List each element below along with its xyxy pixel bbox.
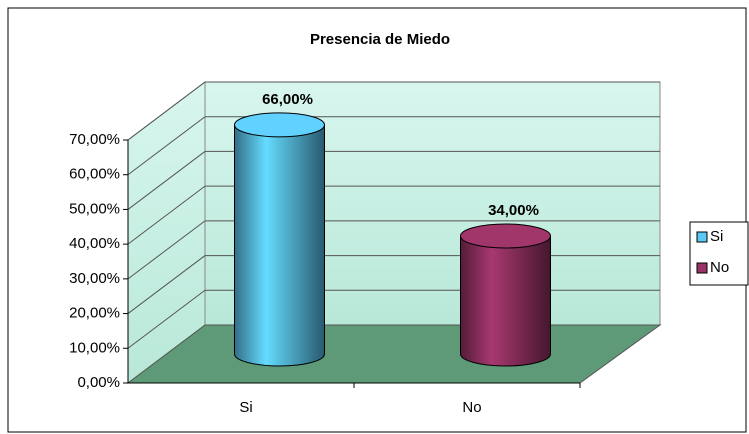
- x-tick-label: No: [462, 399, 481, 416]
- bar: [460, 235, 551, 367]
- bar: [234, 124, 325, 367]
- x-tick-label: Si: [239, 399, 252, 416]
- y-tick-label: 0,00%: [77, 374, 120, 391]
- y-tick-label: 60,00%: [69, 166, 120, 183]
- y-tick-label: 40,00%: [69, 235, 120, 252]
- grid-line: [127, 220, 206, 280]
- grid-line: [127, 116, 206, 176]
- legend-label: Si: [710, 228, 723, 245]
- chart-title: Presencia de Miedo: [310, 31, 450, 48]
- y-tick-label: 20,00%: [69, 305, 120, 322]
- y-tick-label: 10,00%: [69, 339, 120, 356]
- y-tick-label: 50,00%: [69, 200, 120, 217]
- grid-line: [127, 255, 206, 314]
- data-label: 66,00%: [262, 91, 313, 108]
- grid-line: [127, 185, 206, 245]
- grid-line: [127, 81, 206, 141]
- legend-label: No: [710, 259, 729, 276]
- legend-swatch: [696, 262, 708, 274]
- grid-line: [127, 289, 206, 349]
- grid-line: [127, 151, 206, 210]
- plot-area: [126, 80, 662, 385]
- floor: [126, 324, 662, 384]
- y-tick-label: 70,00%: [69, 131, 120, 148]
- bar-top: [460, 223, 551, 249]
- data-label: 34,00%: [488, 202, 539, 219]
- legend-swatch: [696, 231, 708, 243]
- bar-top: [234, 112, 325, 138]
- y-tick-label: 30,00%: [69, 270, 120, 287]
